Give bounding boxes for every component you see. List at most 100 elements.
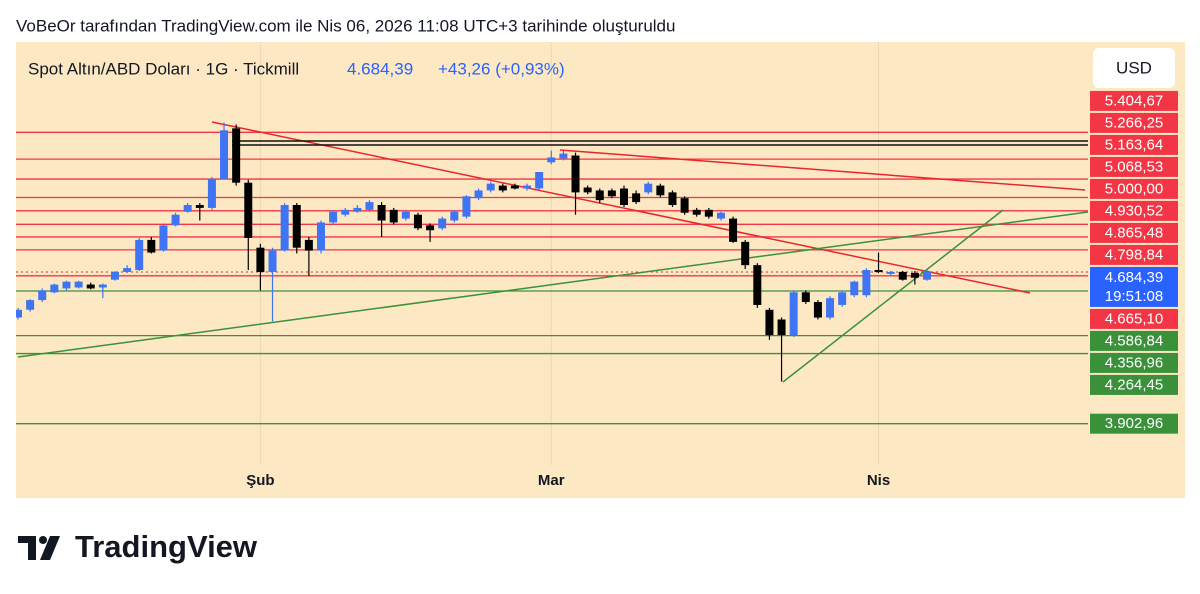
level-label: 4.356,96 [1105, 354, 1163, 371]
candle-body [898, 271, 907, 280]
candle-body [535, 172, 544, 189]
candle-body [656, 185, 665, 196]
candle-body [365, 202, 374, 210]
logo-shape [40, 536, 60, 560]
candle-body [692, 209, 701, 215]
candle-body [620, 188, 628, 205]
candle-body [16, 309, 22, 318]
candle-body [450, 211, 459, 221]
level-tag [1090, 413, 1178, 434]
trendlines [17, 121, 1088, 383]
candle-body [256, 247, 265, 272]
level-label: 4.798,84 [1105, 246, 1163, 263]
candle-body [741, 241, 750, 266]
candle-body [147, 239, 156, 253]
level-tag [1090, 330, 1178, 351]
candle-body [486, 183, 495, 191]
symbol-title: Spot Altın/ABD Doları · 1G · Tickmill [28, 59, 299, 78]
candle-body [850, 281, 859, 296]
level-label: 4.865,48 [1105, 224, 1163, 241]
candle-body [62, 281, 71, 289]
candle-body [353, 207, 362, 212]
legend-price: 4.684,39 [347, 59, 413, 78]
countdown: 19:51:08 [1105, 288, 1163, 305]
candle-body [268, 250, 277, 272]
level-tag [1090, 112, 1178, 133]
chart-panel [16, 42, 1185, 498]
candle-body [329, 211, 338, 223]
level-label: 3.902,96 [1105, 415, 1163, 432]
candle-body [110, 271, 119, 280]
candle-body [559, 153, 568, 159]
candle-body [789, 292, 798, 336]
candle-body [644, 183, 653, 193]
candle-body [753, 265, 762, 305]
candle-body [862, 270, 871, 296]
candle-body [801, 292, 810, 303]
candle-body [183, 204, 192, 212]
trendline [17, 211, 1088, 358]
level-label: 5.163,64 [1105, 136, 1163, 153]
candle-body [98, 284, 107, 288]
candle-body [123, 268, 132, 272]
candle-body [886, 271, 895, 274]
candle-body [547, 157, 556, 163]
legend-change: +43,26 (+0,93%) [438, 59, 565, 78]
level-tag [1090, 352, 1178, 373]
candle-body [632, 193, 641, 203]
level-tag [1090, 134, 1178, 155]
candle-body [207, 178, 216, 208]
last-price-tag [1090, 266, 1178, 307]
level-label: 5.266,25 [1105, 114, 1163, 131]
candle-body [523, 185, 532, 189]
x-tick-label: Nis [867, 472, 890, 489]
candle-body [923, 271, 931, 280]
candle-body [438, 218, 447, 229]
candle-body [135, 239, 144, 270]
level-label: 4.264,45 [1105, 376, 1163, 393]
candle-body [874, 270, 883, 272]
candle-body [498, 185, 507, 191]
candle-body [668, 192, 677, 205]
candle-body [401, 211, 410, 219]
currency[interactable]: USD [1116, 58, 1152, 77]
candle-body [813, 302, 822, 318]
level-tag [1090, 244, 1178, 265]
candle-body [474, 190, 483, 199]
candle-body [341, 209, 350, 215]
candle-body [729, 218, 738, 242]
candle-body [765, 309, 774, 336]
candle-body [195, 204, 204, 208]
brand-logo [18, 536, 60, 560]
candle-body [607, 190, 616, 197]
candle-body [462, 196, 471, 217]
candle-body [304, 239, 313, 251]
candle-body [50, 284, 59, 293]
level-tag [1090, 374, 1178, 395]
logo-shape [39, 536, 47, 544]
last-price-label: 4.684,39 [1105, 269, 1163, 286]
candle-body [171, 214, 180, 226]
candle-body [26, 300, 35, 310]
candle-body [680, 198, 689, 213]
candle-body [510, 185, 519, 189]
candle-body [826, 298, 835, 318]
candle-body [244, 182, 253, 238]
level-label: 5.068,53 [1105, 158, 1163, 175]
candle-body [910, 272, 919, 278]
candle-body [571, 155, 580, 193]
candle-body [38, 290, 47, 301]
created-by: VoBeOr tarafından TradingView.com ile Ni… [16, 16, 675, 35]
candle-body [413, 214, 422, 229]
candle-body [777, 319, 786, 336]
trendline [211, 121, 1031, 294]
currency-button[interactable] [1093, 48, 1175, 88]
candle-body [292, 204, 301, 248]
candle-body [838, 292, 847, 305]
level-tag [1090, 222, 1178, 243]
trendline [782, 209, 1004, 383]
level-label: 4.586,84 [1105, 332, 1163, 349]
level-tag [1090, 308, 1178, 329]
